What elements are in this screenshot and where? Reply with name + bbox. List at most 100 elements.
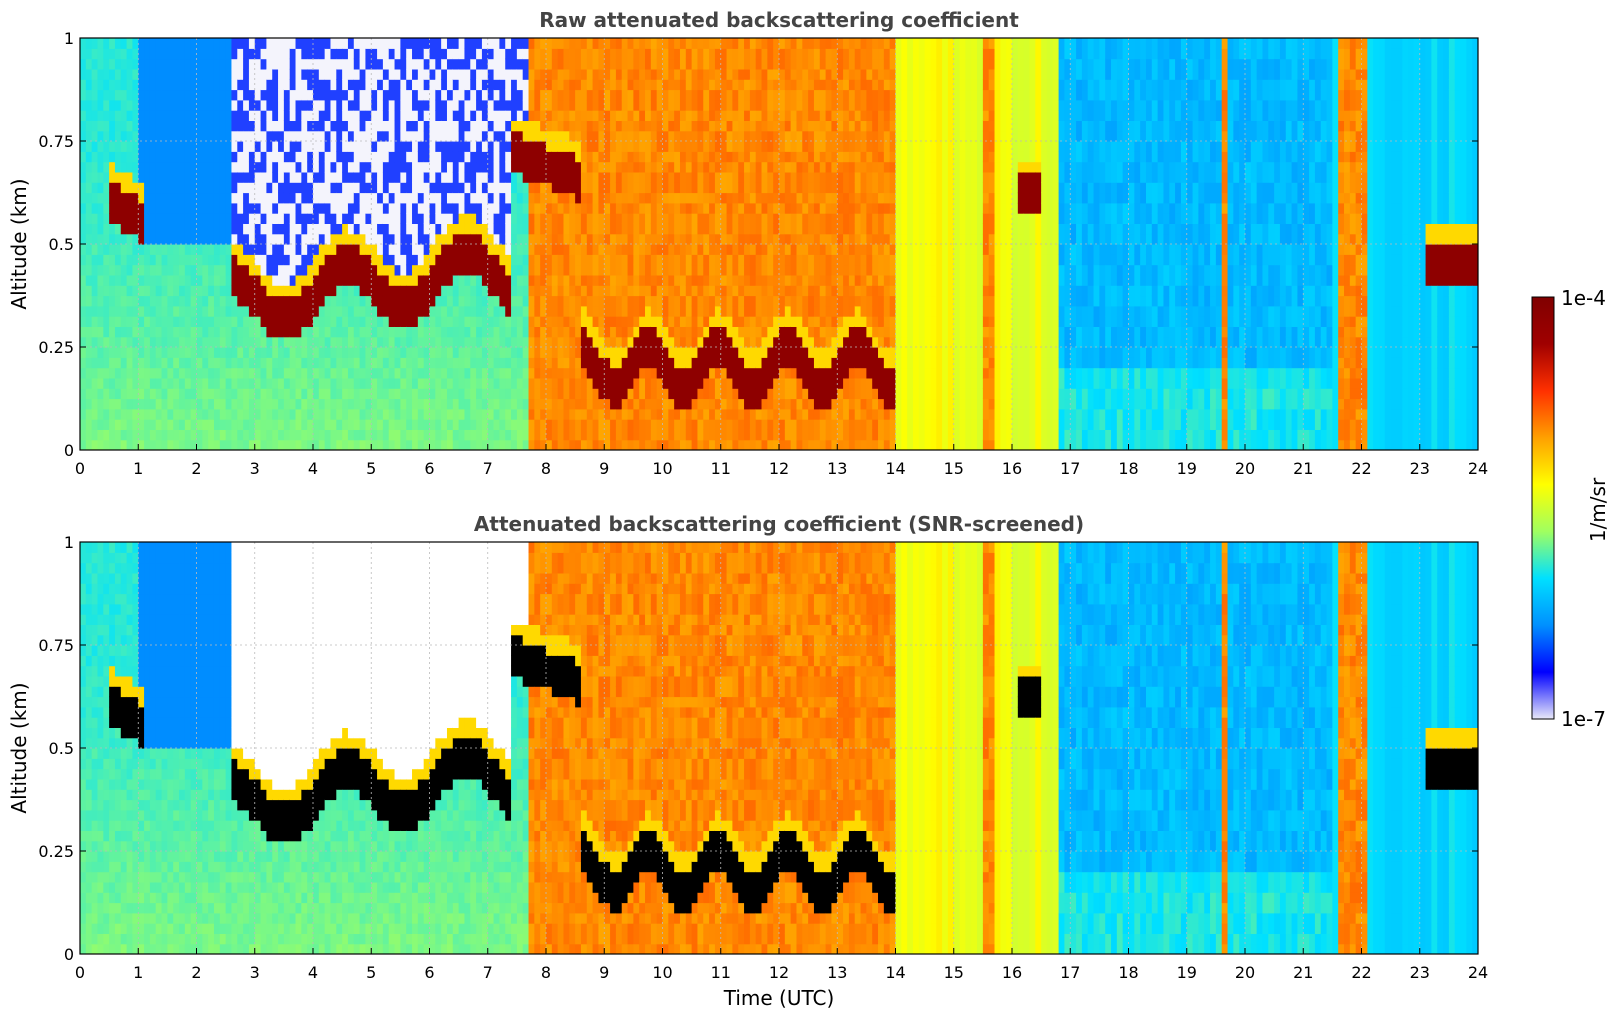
- heatmap-cell: [400, 213, 407, 224]
- heatmap-cell: [353, 233, 361, 245]
- heatmap-cell: [97, 244, 104, 255]
- heatmap-cell: [761, 79, 768, 91]
- heatmap-cell: [662, 79, 669, 91]
- heatmap-cell: [80, 223, 87, 235]
- heatmap-cell: [505, 377, 512, 389]
- heatmap-cell: [470, 223, 477, 235]
- heatmap-cell: [796, 130, 803, 142]
- heatmap-cell: [796, 316, 803, 327]
- heatmap-cell: [213, 264, 221, 276]
- heatmap-cell: [598, 68, 605, 80]
- heatmap-cell: [744, 151, 751, 163]
- heatmap-cell: [184, 141, 192, 152]
- heatmap-cell: [254, 336, 262, 348]
- heatmap-cell: [429, 151, 436, 163]
- heatmap-cell: [563, 58, 570, 70]
- heatmap-cell: [371, 161, 378, 173]
- heatmap-cell: [499, 254, 506, 266]
- heatmap-cell: [132, 233, 139, 245]
- heatmap-cell: [615, 295, 623, 307]
- heatmap-cell: [802, 367, 809, 379]
- heatmap-cell: [295, 120, 302, 132]
- heatmap-cell: [417, 367, 425, 379]
- heatmap-cell: [225, 357, 233, 369]
- heatmap-cell: [103, 367, 110, 379]
- heatmap-cell: [202, 120, 209, 132]
- heatmap-cell: [394, 336, 401, 348]
- heatmap-cell: [266, 79, 273, 91]
- heatmap-cell: [516, 99, 524, 111]
- heatmap-cell: [662, 89, 669, 101]
- heatmap-cell: [790, 347, 798, 358]
- heatmap-cell: [330, 285, 337, 297]
- heatmap-cell: [703, 254, 710, 266]
- heatmap-cell: [621, 192, 629, 204]
- heatmap-cell: [714, 233, 722, 245]
- heatmap-cell: [604, 367, 611, 379]
- heatmap-cell: [703, 58, 710, 70]
- heatmap-cell: [237, 182, 244, 194]
- heatmap-cell: [394, 151, 401, 163]
- heatmap-cell: [394, 419, 401, 430]
- heatmap-cell: [476, 58, 483, 70]
- heatmap-cell: [417, 305, 425, 317]
- heatmap-cell: [435, 120, 442, 132]
- heatmap-cell: [173, 223, 180, 235]
- heatmap-cell: [167, 326, 174, 338]
- heatmap-cell: [779, 264, 786, 276]
- heatmap-cell: [353, 182, 361, 194]
- heatmap-cell: [190, 141, 198, 152]
- heatmap-cell: [423, 120, 431, 132]
- heatmap-cell: [155, 151, 163, 163]
- heatmap-cell: [452, 347, 460, 358]
- heatmap-cell: [534, 274, 541, 286]
- heatmap-cell: [522, 89, 530, 101]
- heatmap-cell: [749, 336, 757, 348]
- heatmap-cell: [109, 429, 116, 441]
- heatmap-cell: [761, 305, 768, 317]
- heatmap-cell: [231, 58, 238, 70]
- heatmap-cell: [645, 419, 652, 430]
- heatmap-cell: [155, 48, 163, 60]
- heatmap-cell: [144, 367, 151, 379]
- heatmap-cell: [679, 244, 687, 255]
- heatmap-cell: [487, 347, 495, 358]
- heatmap-cell: [534, 68, 541, 80]
- heatmap-cell: [219, 419, 227, 430]
- heatmap-cell: [388, 429, 396, 441]
- heatmap-cell: [173, 305, 180, 317]
- heatmap-cell: [138, 120, 145, 132]
- heatmap-cell: [342, 274, 349, 286]
- heatmap-cell: [330, 213, 337, 224]
- heatmap-cell: [499, 99, 506, 111]
- heatmap-cell: [347, 161, 355, 173]
- heatmap-cell: [155, 285, 163, 297]
- heatmap-cell: [307, 192, 314, 204]
- heatmap-cell: [499, 274, 506, 286]
- heatmap-cell: [406, 99, 413, 111]
- heatmap-cell: [167, 357, 174, 369]
- heatmap-cell: [429, 274, 436, 286]
- heatmap-cell: [726, 388, 733, 400]
- heatmap-cell: [668, 274, 675, 286]
- heatmap-cell: [563, 419, 570, 430]
- heatmap-cell: [161, 429, 168, 441]
- heatmap-cell: [324, 254, 332, 266]
- heatmap-cell: [464, 120, 471, 132]
- heatmap-cell: [691, 305, 699, 317]
- heatmap-cell: [650, 316, 658, 327]
- heatmap-cell: [307, 264, 314, 276]
- heatmap-cell: [138, 89, 145, 101]
- heatmap-cell: [330, 58, 337, 70]
- heatmap-cell: [773, 429, 780, 441]
- heatmap-cell: [761, 99, 768, 111]
- heatmap-cell: [796, 367, 803, 379]
- heatmap-cell: [167, 182, 174, 194]
- heatmap-cell: [621, 161, 629, 173]
- heatmap-cell: [138, 336, 145, 348]
- heatmap-cell: [773, 161, 780, 173]
- heatmap-cell: [225, 68, 233, 80]
- heatmap-cell: [755, 130, 763, 142]
- heatmap-cell: [493, 161, 500, 173]
- heatmap-cell: [283, 274, 291, 286]
